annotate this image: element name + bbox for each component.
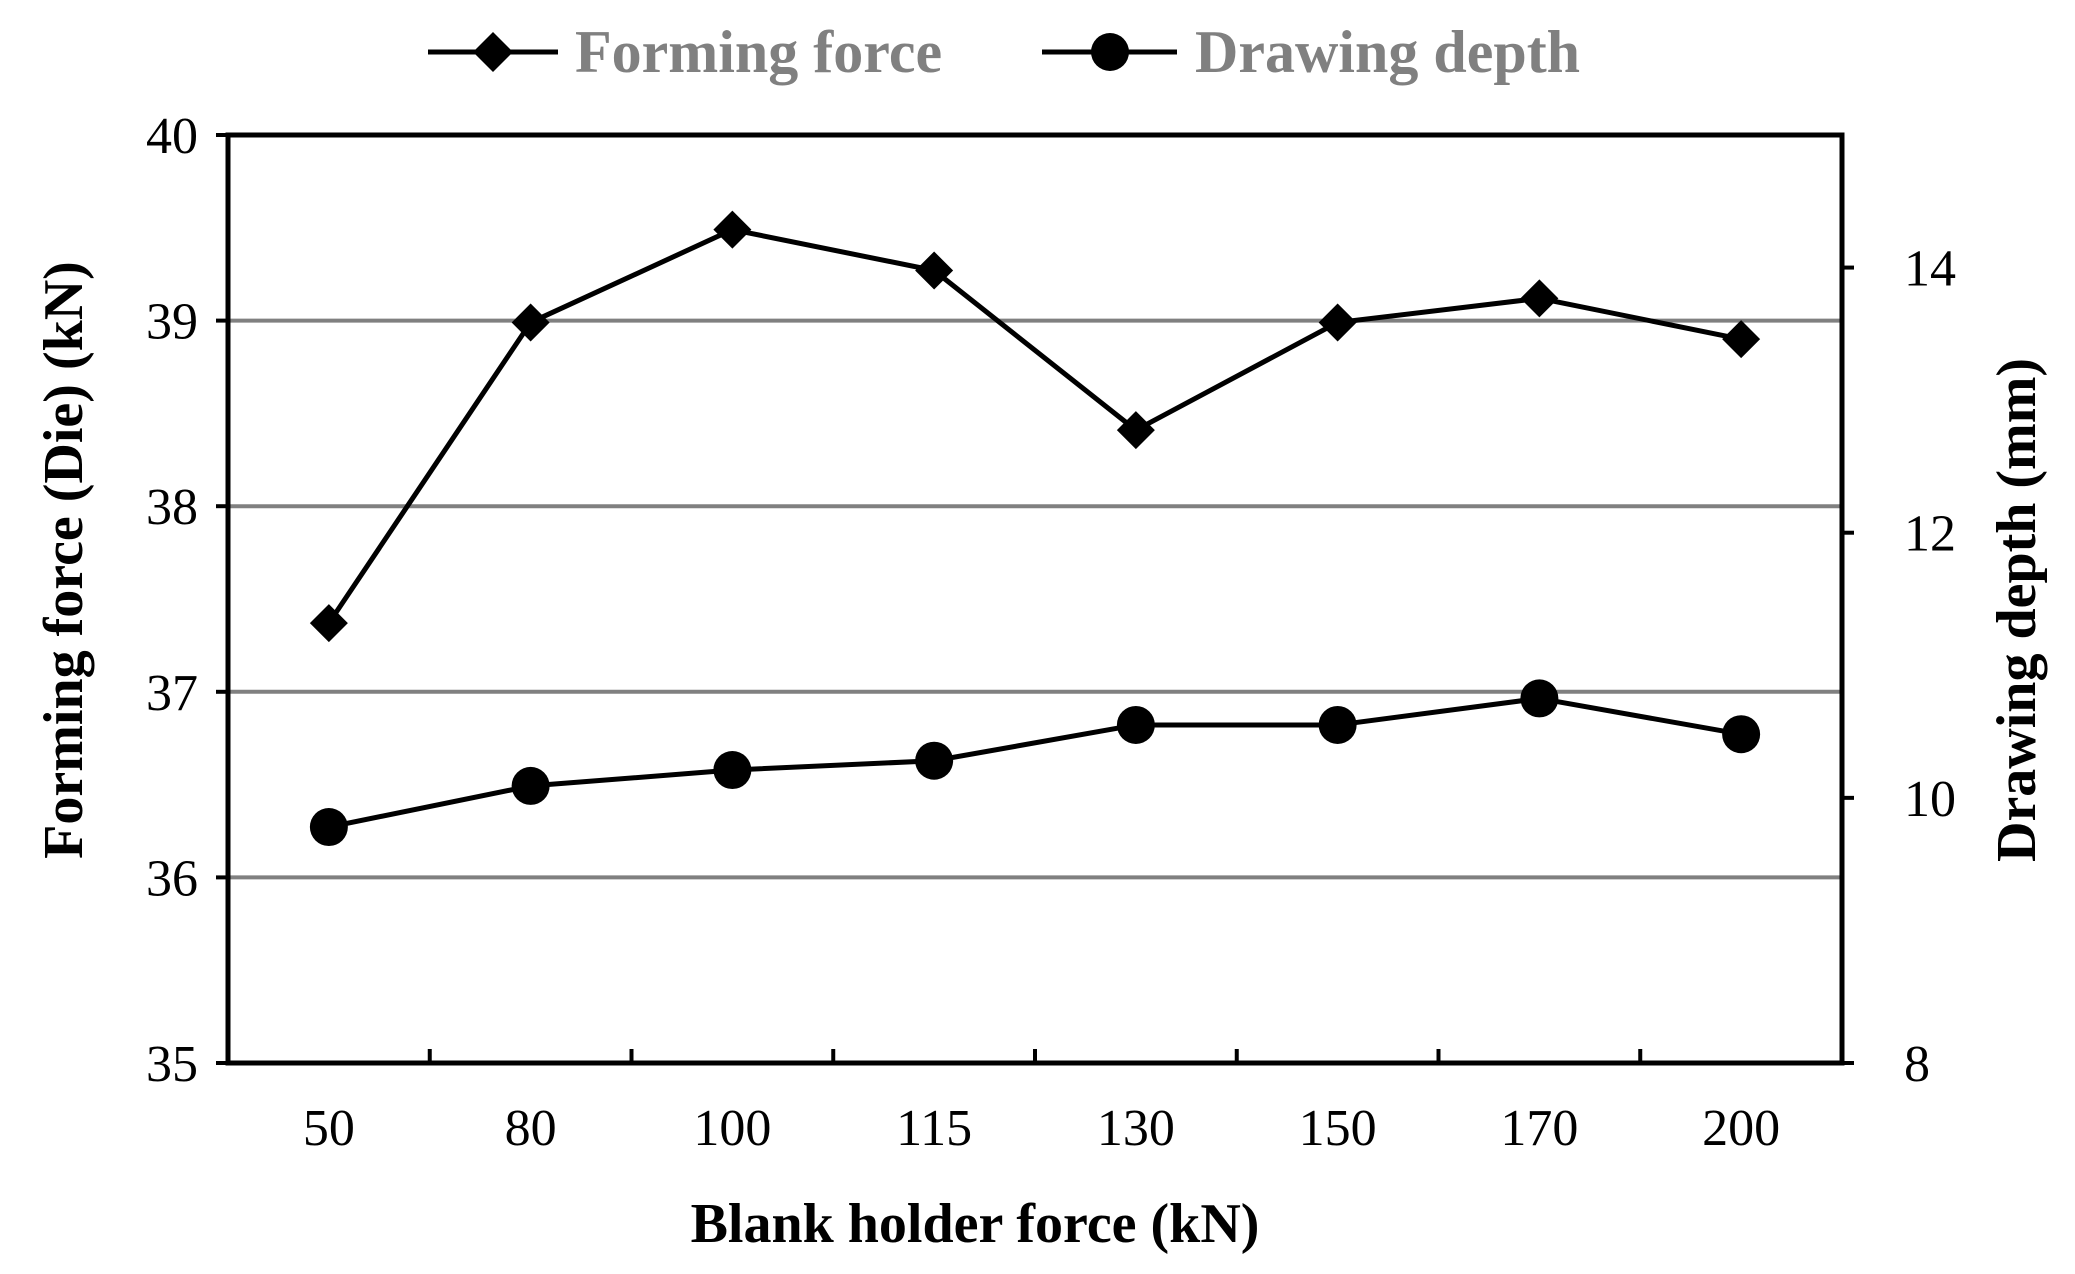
series-line-drawing-depth bbox=[328, 695, 1742, 830]
y-axis-title: Forming force (Die) (kN) bbox=[33, 261, 95, 859]
x-tick-label: 115 bbox=[896, 1100, 972, 1157]
data-point-forming-force bbox=[1116, 411, 1155, 450]
data-point-forming-force bbox=[1318, 303, 1357, 342]
x-axis-ticks: 50 80 100 115 130 150 170 200 bbox=[303, 1049, 1780, 1157]
y-tick-label: 38 bbox=[146, 479, 198, 536]
legend-label-drawing-depth: Drawing depth bbox=[1195, 19, 1580, 85]
data-point-drawing-depth bbox=[1722, 715, 1761, 754]
x-tick-label: 170 bbox=[1500, 1100, 1578, 1157]
data-point-forming-force bbox=[915, 251, 954, 290]
legend-item-drawing-depth: Drawing depth bbox=[1042, 19, 1580, 85]
data-point-drawing-depth bbox=[309, 808, 348, 847]
legend-label-forming-force: Forming force bbox=[575, 19, 942, 85]
legend-item-forming-force: Forming force bbox=[428, 19, 942, 85]
data-point-forming-force bbox=[713, 210, 752, 249]
data-point-forming-force bbox=[511, 303, 550, 342]
legend: Forming force Drawing depth bbox=[428, 19, 1580, 85]
legend-diamond-marker bbox=[473, 32, 513, 72]
y-tick-label: 40 bbox=[146, 108, 198, 165]
data-point-drawing-depth bbox=[713, 751, 752, 790]
data-point-drawing-depth bbox=[1520, 679, 1559, 718]
y-tick-label: 39 bbox=[146, 294, 198, 351]
plot-area-frame bbox=[225, 132, 1845, 1066]
x-axis-title: Blank holder force (kN) bbox=[691, 1193, 1260, 1255]
data-point-forming-force bbox=[309, 604, 348, 643]
y-axis-ticks: 35 36 37 38 39 40 bbox=[146, 108, 228, 1093]
data-point-drawing-depth bbox=[1318, 705, 1357, 744]
data-point-forming-force bbox=[1520, 279, 1559, 318]
legend-circle-marker bbox=[1091, 33, 1129, 71]
x-tick-label: 200 bbox=[1702, 1100, 1780, 1157]
data-point-forming-force bbox=[1722, 320, 1761, 359]
x-tick-label: 80 bbox=[505, 1100, 557, 1157]
y-tick-label: 37 bbox=[146, 665, 198, 722]
series-line-forming-force bbox=[326, 227, 1742, 625]
x-tick-label: 150 bbox=[1299, 1100, 1377, 1157]
x-tick-label: 130 bbox=[1097, 1100, 1175, 1157]
y-tick-label: 35 bbox=[146, 1036, 198, 1093]
y2-tick-label: 12 bbox=[1904, 506, 1956, 563]
data-point-drawing-depth bbox=[1116, 705, 1155, 744]
y2-axis-title: Drawing depth (mm) bbox=[1986, 358, 2048, 862]
y2-axis-ticks: 8 10 12 14 bbox=[1842, 241, 1956, 1093]
x-tick-label: 100 bbox=[693, 1100, 771, 1157]
y2-tick-label: 14 bbox=[1904, 241, 1956, 298]
y-tick-label: 36 bbox=[146, 850, 198, 907]
data-point-drawing-depth bbox=[511, 766, 550, 805]
series-layer bbox=[309, 210, 1761, 847]
gridlines bbox=[228, 318, 1842, 880]
y2-tick-label: 8 bbox=[1904, 1036, 1930, 1093]
data-point-drawing-depth bbox=[915, 741, 954, 780]
y2-tick-label: 10 bbox=[1904, 771, 1956, 828]
x-tick-label: 50 bbox=[303, 1100, 355, 1157]
